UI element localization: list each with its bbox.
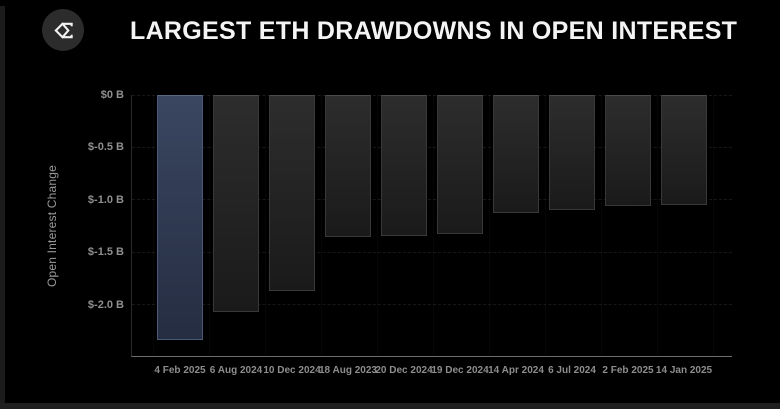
x-tick-label: 6 Jul 2024: [548, 365, 596, 376]
bar-14-jan-2025[interactable]: [661, 95, 707, 205]
sigma-logo-icon: [53, 21, 73, 39]
bar-slot: 20 Dec 2024: [375, 95, 433, 376]
window-edge-bottom: [0, 403, 780, 409]
x-tick-label: 14 Apr 2024: [488, 365, 544, 376]
gridline: [132, 95, 732, 96]
gridline: [132, 303, 732, 305]
y-tick-label: $-0.5 B: [87, 141, 124, 154]
gridline: [132, 251, 732, 253]
x-tick-label: 6 Aug 2024: [209, 365, 263, 376]
x-tick-label: 2 Feb 2025: [602, 365, 654, 376]
y-tick-label: $-1.0 B: [87, 193, 124, 206]
brand-logo[interactable]: [42, 9, 84, 51]
bar-slot: 6 Aug 2024: [210, 95, 262, 376]
y-tick-label: $-2.0 B: [87, 298, 124, 311]
chart-title: LARGEST ETH DRAWDOWNS IN OPEN INTEREST: [130, 17, 738, 45]
bar-4-feb-2025[interactable]: [157, 95, 203, 341]
plot-area: 4 Feb 2025 6 Aug 2024 10 Dec 2024 18 Aug 20…: [131, 95, 732, 376]
bar-slot: 6 Jul 2024: [548, 95, 596, 376]
x-tick-label: 4 Feb 2025: [154, 365, 206, 376]
bar-slot: 4 Feb 2025: [154, 95, 206, 376]
x-tick-label: 19 Dec 2024: [431, 365, 489, 376]
bar-20-dec-2024[interactable]: [381, 95, 427, 236]
y-tick-label: $0 B: [100, 89, 124, 101]
bar-2-feb-2025[interactable]: [605, 95, 651, 206]
bar-slot: 10 Dec 2024: [263, 95, 321, 376]
bar-19-dec-2024[interactable]: [437, 95, 483, 234]
bar-slot: 18 Aug 2023: [319, 95, 377, 376]
bar-14-apr-2024[interactable]: [493, 95, 539, 213]
x-tick-label: 14 Jan 2025: [655, 365, 713, 376]
x-tick-label: 10 Dec 2024: [263, 365, 321, 376]
y-axis-tick-labels: $0 B $-0.5 B $-1.0 B $-1.5 B $-2.0 B: [0, 89, 124, 357]
bar-slot: 14 Apr 2024: [488, 95, 544, 376]
bar-18-aug-2023[interactable]: [325, 95, 371, 237]
x-tick-label: 18 Aug 2023: [319, 365, 377, 376]
bar-10-dec-2024[interactable]: [269, 95, 315, 292]
window-edge-left: [0, 6, 5, 409]
bar-slot: 14 Jan 2025: [656, 95, 712, 376]
gridline: [132, 199, 732, 201]
x-tick-label: 20 Dec 2024: [375, 365, 433, 376]
bar-slot: 2 Feb 2025: [602, 95, 654, 376]
gridline: [132, 147, 732, 149]
bar-6-jul-2024[interactable]: [549, 95, 595, 210]
y-tick-label: $-1.5 B: [87, 246, 124, 259]
bar-series: 4 Feb 2025 6 Aug 2024 10 Dec 2024 18 Aug 20…: [132, 95, 732, 376]
bar-6-aug-2024[interactable]: [213, 95, 259, 313]
bar-slot: 19 Dec 2024: [431, 95, 489, 376]
